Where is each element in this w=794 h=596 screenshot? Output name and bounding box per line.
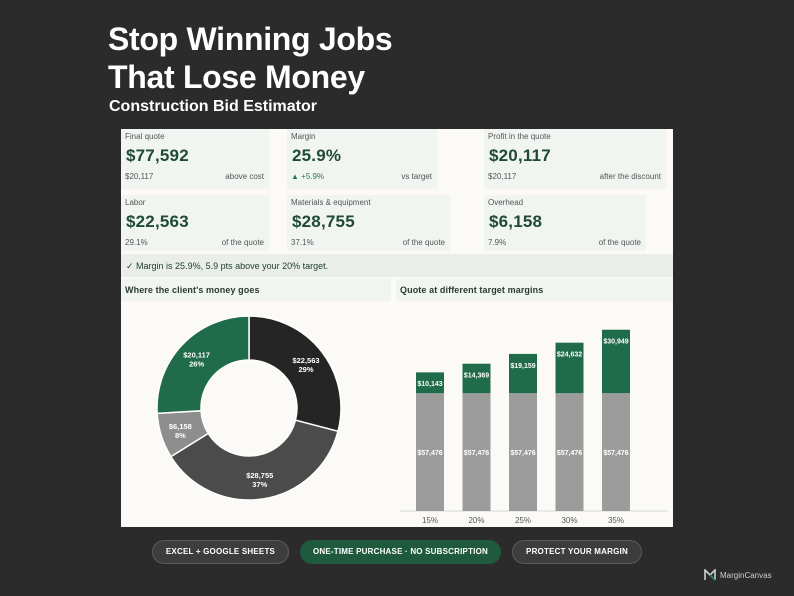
margincanvas-logo-icon <box>704 569 716 581</box>
brand-name: MarginCanvas <box>720 570 772 580</box>
x-tick-label: 30% <box>561 516 577 525</box>
margin-status-text: ✓ Margin is 25.9%, 5.9 pts above your 20… <box>126 261 329 271</box>
kpi-materials[interactable]: Materials & equipment $28,755 37.1% of t… <box>287 195 450 251</box>
bar-value-label: $57,476 <box>603 450 628 457</box>
kpi-sub: ▲ +5.9% <box>291 172 325 181</box>
kpi-note: of the quote <box>221 238 264 247</box>
bar-segment-margin[interactable] <box>602 329 630 394</box>
bar-value-label: $10,143 <box>417 381 442 388</box>
donut-slice-1[interactable] <box>169 419 339 501</box>
kpi-profit[interactable]: Profit in the quote $20,117 $20,117 afte… <box>484 129 666 189</box>
donut-slice-value-label: $20,117 <box>183 351 210 360</box>
kpi-note: above cost <box>225 172 264 181</box>
kpi-label: Materials & equipment <box>291 198 371 207</box>
donut-slice-pct-label: 29% <box>298 365 313 374</box>
kpi-value: $77,592 <box>126 146 189 165</box>
x-tick-label: 25% <box>515 516 531 525</box>
kpi-sub: $20,117 <box>125 172 154 181</box>
kpi-overhead[interactable]: Overhead $6,158 7.9% of the quote <box>484 195 646 251</box>
kpi-sub: $20,117 <box>488 172 517 181</box>
donut-slice-value-label: $28,755 <box>246 471 273 480</box>
kpi-label: Final quote <box>125 132 165 141</box>
hero-title-line2: That Lose Money <box>108 59 365 95</box>
kpi-label: Labor <box>125 198 146 207</box>
bars-section-title: Quote at different target margins <box>400 285 544 295</box>
bar-value-label: $19,159 <box>510 363 535 370</box>
kpi-note: vs target <box>401 172 432 181</box>
kpi-margin[interactable]: Margin 25.9% ▲ +5.9% vs target <box>287 129 437 189</box>
kpi-note: after the discount <box>599 172 661 181</box>
kpi-label: Profit in the quote <box>488 132 551 141</box>
kpi-value: 25.9% <box>292 146 342 165</box>
stacked-bar-chart: $57,476 $10,143 $57,476 $14,369 $57,476 $19,1… <box>400 329 668 525</box>
kpi-sub: 29.1% <box>125 238 148 247</box>
kpi-label: Overhead <box>488 198 524 207</box>
donut-slice-0[interactable] <box>248 315 342 433</box>
bar-value-label: $57,476 <box>464 450 489 457</box>
bar-segment-margin[interactable] <box>416 372 444 394</box>
donut-slice-value-label: $22,563 <box>292 356 319 365</box>
kpi-value: $28,755 <box>292 212 355 231</box>
bar-segment-base[interactable] <box>462 393 491 511</box>
x-tick-label: 20% <box>468 516 484 525</box>
donut-slice-3[interactable] <box>156 315 250 415</box>
bar-value-label: $30,949 <box>603 339 628 346</box>
donut-slice-pct-label: 26% <box>189 360 204 369</box>
kpi-note: of the quote <box>402 238 445 247</box>
kpi-value: $6,158 <box>489 212 543 231</box>
bar-segment-base[interactable] <box>416 393 444 511</box>
one-time-purchase-pill[interactable]: ONE-TIME PURCHASE · NO SUBSCRIPTION <box>300 540 501 564</box>
donut-section-header: Where the client's money goes <box>121 279 391 301</box>
hero-title-line1: Stop Winning Jobs <box>108 21 393 57</box>
kpi-note: of the quote <box>598 238 641 247</box>
kpi-labor[interactable]: Labor $22,563 29.1% of the quote <box>121 195 269 251</box>
hero-title: Stop Winning Jobs That Lose Money <box>108 20 393 96</box>
bar-segment-base[interactable] <box>602 393 630 511</box>
excel-google-sheets-pill[interactable]: EXCEL + GOOGLE SHEETS <box>152 540 289 564</box>
kpi-final-quote[interactable]: Final quote $77,592 $20,117 above cost <box>121 129 269 189</box>
bar-value-label: $14,369 <box>464 373 489 380</box>
bar-value-label: $57,476 <box>417 450 442 457</box>
bar-segment-base[interactable] <box>509 393 537 511</box>
donut-slice-value-label: $6,158 <box>169 422 192 431</box>
bar-value-label: $57,476 <box>510 450 535 457</box>
x-tick-label: 35% <box>608 516 624 525</box>
donut-slice-pct-label: 37% <box>252 480 267 489</box>
kpi-sub: 7.9% <box>488 238 507 247</box>
bar-segment-base[interactable] <box>555 393 584 511</box>
brand: MarginCanvas <box>704 568 772 582</box>
bar-segment-margin[interactable] <box>462 363 491 394</box>
kpi-label: Margin <box>291 132 316 141</box>
protect-margin-pill[interactable]: PROTECT YOUR MARGIN <box>512 540 642 564</box>
bar-value-label: $57,476 <box>557 450 582 457</box>
bar-segment-margin[interactable] <box>555 342 584 394</box>
spreadsheet-panel: Final quote $77,592 $20,117 above cost M… <box>121 129 673 527</box>
margin-status-bar: ✓ Margin is 25.9%, 5.9 pts above your 20… <box>121 254 673 277</box>
kpi-value: $22,563 <box>126 212 189 231</box>
x-tick-label: 15% <box>422 516 438 525</box>
kpi-sub: 37.1% <box>291 238 314 247</box>
donut-section-title: Where the client's money goes <box>125 285 260 295</box>
donut-slice-pct-label: 8% <box>175 431 186 440</box>
kpi-value: $20,117 <box>489 146 551 165</box>
bar-value-label: $24,632 <box>557 352 582 359</box>
bars-section-header: Quote at different target margins <box>396 279 673 301</box>
hero-subtitle: Construction Bid Estimator <box>109 98 318 115</box>
bar-segment-margin[interactable] <box>509 353 537 394</box>
